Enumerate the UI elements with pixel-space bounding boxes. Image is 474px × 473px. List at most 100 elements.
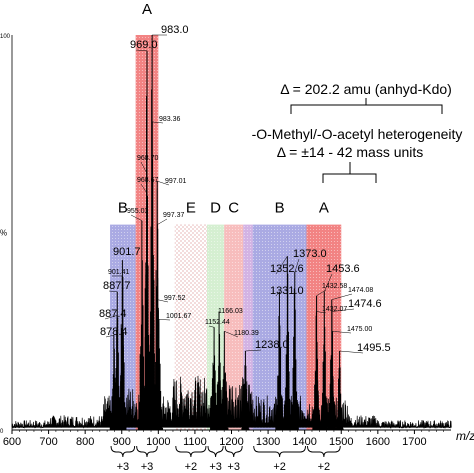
region-label-4: C (228, 200, 239, 217)
peak-label-6: 968.67 (137, 177, 159, 184)
charge-bracket-4 (224, 445, 243, 458)
peak-leader-25 (331, 293, 353, 300)
peak-label-0: 878.4 (100, 326, 128, 338)
delta-mass-annotation: Δ = ±14 - 42 mass units (277, 144, 424, 160)
x-tick-label-2: 800 (76, 436, 94, 448)
x-axis-label: m/z (456, 429, 474, 443)
x-tick-label-9: 1500 (329, 436, 353, 448)
delta-anhyd-annotation: Δ = 202.2 amu (anhyd-Kdo) (280, 81, 452, 97)
peak-leader-26 (331, 308, 355, 312)
region-label-3: D (210, 200, 221, 217)
y-tick-label-0: 100 (0, 34, 11, 40)
peak-leader-12 (157, 218, 168, 225)
peak-labels: 878.4 887.4 887.7 901.41 901.7 955.03 968.67 96… (99, 24, 391, 354)
x-tick-label-7: 1300 (256, 436, 280, 448)
y-tick-label-2: 0 (0, 429, 4, 435)
peak-label-4: 901.7 (113, 246, 141, 258)
annotation-group: Δ = 202.2 amu (anhyd-Kdo) -O-Methyl/-O-a… (252, 81, 463, 183)
peak-label-1: 887.4 (99, 308, 127, 320)
region-band-texture-5 (243, 224, 253, 430)
peak-label-21: 1373.0 (293, 248, 327, 260)
peak-label-5: 955.03 (127, 208, 149, 215)
peak-label-14: 1001.67 (166, 313, 191, 320)
peak-label-19: 1331.0 (270, 285, 304, 297)
charge-label-0: +3 (117, 461, 130, 473)
region-label-6: B (275, 200, 285, 217)
peak-label-9: 983.0 (161, 24, 189, 36)
heterogeneity-annotation: -O-Methyl/-O-acetyl heterogeneity (252, 126, 463, 142)
peak-leader-11 (157, 180, 170, 186)
annotation-bracket-bottom (322, 162, 377, 183)
peak-label-25: 1474.08 (348, 287, 373, 294)
peak-leader-24 (324, 273, 333, 292)
x-tick-label-8: 1400 (292, 436, 316, 448)
peak-label-15: 1152.44 (205, 319, 230, 326)
charge-bracket-6 (307, 445, 341, 458)
charge-bracket-1 (136, 445, 158, 458)
y-tick-label-1: % (0, 229, 7, 238)
peak-label-7: 968.70 (137, 155, 159, 162)
x-tick-label-0: 600 (3, 436, 21, 448)
charge-label-6: +2 (318, 461, 331, 473)
x-tick-label-4: 1000 (146, 436, 170, 448)
peak-leader-7 (140, 161, 148, 174)
charge-bracket-2 (175, 445, 207, 458)
charge-label-4: +3 (227, 461, 240, 473)
peak-leader-1 (104, 315, 118, 320)
peak-leader-17 (224, 331, 239, 338)
region-labels: B A E D C B A (118, 1, 329, 217)
peak-leader-14 (158, 319, 171, 321)
peak-label-13: 997.52 (164, 295, 186, 302)
region-label-2: E (186, 200, 196, 217)
axes: 600 700 800 900 1000 1100 1200 1300 1400 1500 1600… (0, 34, 451, 448)
peak-leader-13 (157, 299, 169, 303)
peak-leader-10 (152, 121, 164, 124)
charge-state-brackets: +3 +3 +2 +3 +3 +2 +2 (110, 445, 341, 473)
charge-bracket-3 (207, 445, 224, 458)
peak-label-18: 1238.0 (255, 339, 289, 351)
spectrum-trace (11, 35, 452, 430)
peak-leader-0 (105, 334, 114, 338)
peak-label-28: 1495.5 (357, 342, 391, 354)
charge-bracket-0 (110, 445, 136, 458)
peak-leader-28 (339, 350, 364, 354)
peak-leader-21 (294, 258, 300, 273)
peak-label-27: 1475.00 (347, 326, 372, 333)
peak-label-22: 1432.07 (322, 306, 347, 313)
annotation-bracket-top (290, 98, 443, 114)
charge-label-2: +2 (185, 461, 198, 473)
peak-label-8: 969.0 (130, 39, 158, 51)
charge-bracket-5 (253, 445, 306, 458)
charge-label-5: +2 (273, 461, 286, 473)
region-label-7: A (319, 200, 329, 217)
charge-label-1: +3 (141, 461, 154, 473)
peak-leader-6 (140, 183, 148, 194)
peak-label-16: 1166.03 (218, 308, 243, 315)
peak-leader-8 (135, 49, 148, 52)
peak-label-23: 1432.58 (322, 283, 347, 290)
x-tick-label-6: 1200 (219, 436, 243, 448)
peak-leader-27 (332, 331, 352, 334)
peak-label-3: 901.41 (108, 269, 130, 276)
peak-label-24: 1453.6 (326, 263, 360, 275)
peak-leader-2 (108, 290, 118, 292)
peak-leader-19 (275, 291, 280, 297)
peak-leader-5 (130, 214, 142, 221)
x-tick-label-10: 1600 (366, 436, 390, 448)
x-tick-label-3: 900 (113, 436, 131, 448)
peak-label-26: 1474.6 (348, 298, 382, 310)
region-label-0: B (118, 200, 128, 217)
peak-label-20: 1352.6 (270, 263, 304, 275)
peak-label-12: 997.37 (163, 212, 185, 219)
peak-leader-20 (275, 256, 288, 275)
peak-label-10: 983.36 (159, 116, 181, 123)
charge-label-3: +3 (209, 461, 222, 473)
region-label-1: A (142, 1, 152, 18)
peak-label-11: 997.01 (165, 178, 187, 185)
peak-leader-18 (245, 349, 262, 352)
peak-label-17: 1180.39 (234, 330, 259, 337)
peak-leader-22 (316, 311, 327, 314)
peak-leader-15 (208, 325, 215, 328)
peak-label-2: 887.7 (103, 280, 131, 292)
